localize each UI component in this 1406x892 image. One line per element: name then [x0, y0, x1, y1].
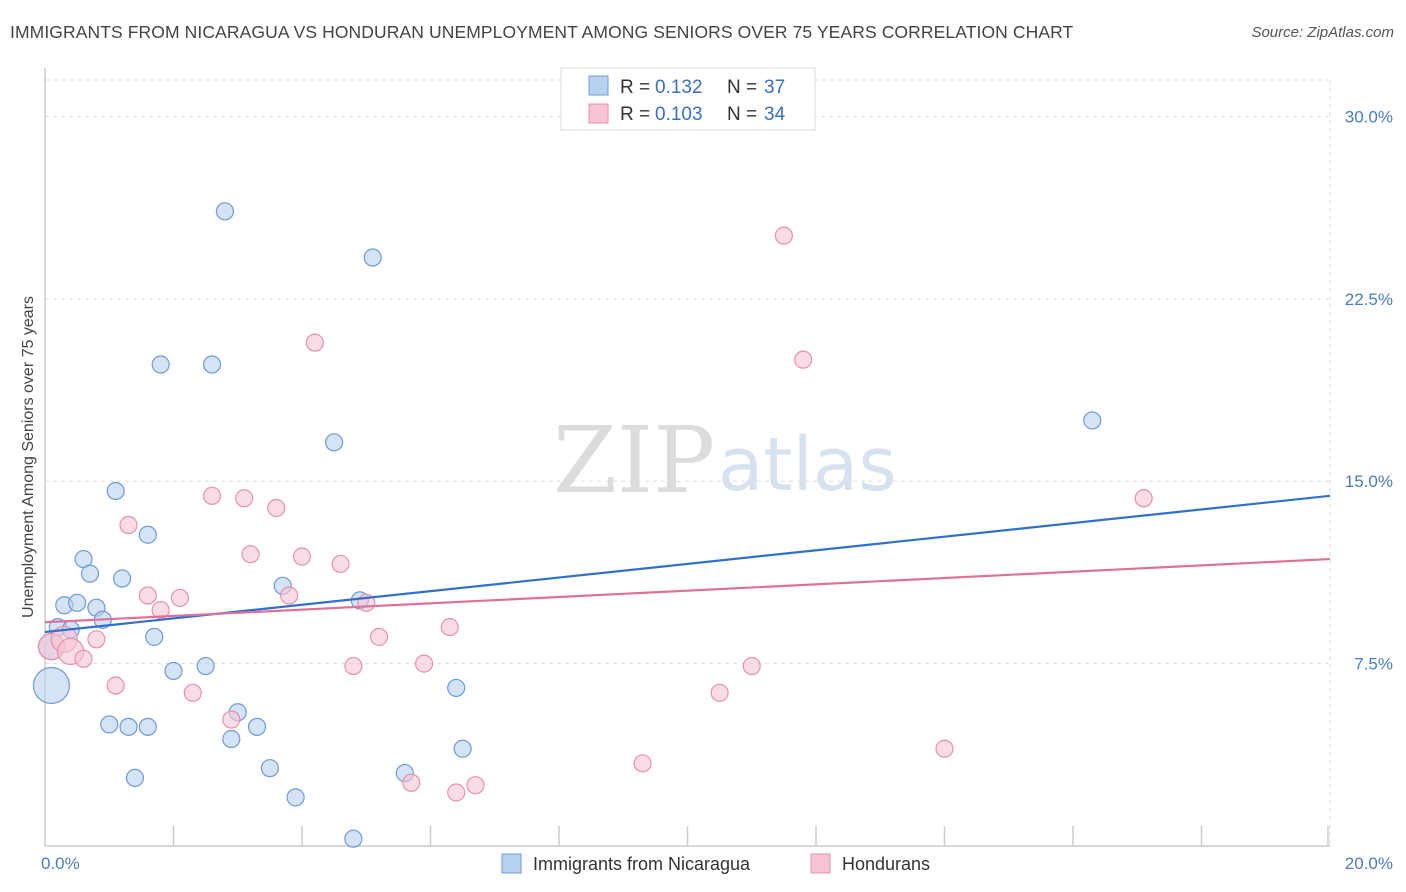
honduran-point-5: [106, 676, 125, 695]
y-tick-label-2: 22.5%: [1345, 290, 1393, 309]
nicaragua-point-36: [1083, 411, 1102, 430]
honduran-point-29: [710, 683, 729, 702]
honduran-point-22: [370, 627, 389, 646]
honduran-point-6: [119, 515, 138, 535]
honduran-point-32: [794, 350, 813, 369]
bottom-legend: Immigrants from Nicaragua Hondurans: [501, 853, 930, 874]
nicaragua-point-11: [112, 569, 132, 588]
honduran-point-7: [138, 586, 157, 605]
nicaragua-trend-line: [44, 494, 1331, 634]
legend-r-label-blue: R =: [620, 77, 650, 98]
honduran-point-26: [447, 783, 466, 802]
nicaragua-point-35: [453, 739, 472, 758]
legend-swatch-blue: [588, 75, 609, 96]
honduran-point-34: [1134, 489, 1153, 508]
honduran-point-27: [466, 776, 485, 795]
nicaragua-point-22: [215, 202, 234, 221]
x-tick-labels: 0.0% 20.0%: [41, 854, 1393, 873]
honduran-point-11: [202, 486, 222, 505]
nicaragua-point-7: [80, 564, 100, 583]
honduran-point-15: [267, 498, 286, 518]
nicaragua-point-23: [222, 729, 241, 749]
nicaragua-point-29: [325, 433, 344, 452]
honduran-point-31: [774, 226, 793, 245]
honduran-point-18: [305, 333, 324, 352]
nicaragua-point-32: [363, 248, 382, 267]
legend-n-value-blue: 37: [764, 77, 785, 98]
source-credit: Source: ZipAtlas.com: [1251, 24, 1394, 41]
y-axis-label: Unemployment Among Seniors over 75 years: [20, 296, 37, 618]
legend-n-value-pink: 34: [764, 104, 786, 125]
bottom-legend-swatch-blue: [501, 853, 522, 874]
honduran-point-16: [280, 586, 299, 605]
nicaragua-point-20: [196, 656, 215, 676]
honduran-point-17: [292, 547, 312, 566]
honduran-point-12: [222, 710, 241, 729]
y-tick-label-1: 15.0%: [1345, 472, 1393, 491]
honduran-trend-line: [44, 557, 1331, 624]
legend-swatch-pink: [588, 103, 609, 124]
honduran-point-13: [235, 489, 254, 508]
honduran-point-20: [344, 656, 363, 676]
watermark-zip: ZIP: [553, 407, 715, 514]
honduran-point-30: [742, 656, 761, 676]
honduran-point-10: [183, 683, 202, 702]
legend-n-label-blue: N =: [727, 77, 757, 98]
nicaragua-point-21: [202, 355, 222, 374]
y-tick-label-3: 30.0%: [1345, 107, 1393, 126]
watermark-atlas: atlas: [718, 422, 897, 508]
nicaragua-point-34: [447, 678, 466, 698]
nicaragua-point-26: [260, 759, 279, 778]
legend-r-value-blue: 0.132: [655, 77, 703, 98]
nicaragua-point-30: [344, 829, 363, 848]
nicaragua-point-28: [286, 788, 305, 807]
axes: [44, 68, 1330, 847]
nicaragua-point-14: [125, 768, 145, 788]
honduran-point-3: [74, 649, 93, 668]
bottom-legend-label-nicaragua: Immigrants from Nicaragua: [533, 854, 751, 874]
legend: R = 0.132 N = 37 R = 0.103 N = 34: [560, 67, 816, 131]
legend-r-label-pink: R =: [620, 104, 650, 125]
chart-title: IMMIGRANTS FROM NICARAGUA VS HONDURAN UN…: [10, 22, 1074, 42]
honduran-point-24: [414, 654, 434, 673]
nicaragua-point-13: [119, 717, 138, 736]
legend-r-value-pink: 0.103: [655, 104, 703, 125]
y-tick-labels: 7.5% 15.0% 22.5% 30.0%: [1345, 107, 1393, 673]
nicaragua-point-12: [106, 481, 125, 501]
honduran-point-19: [331, 554, 350, 574]
bottom-legend-label-hondurans: Hondurans: [842, 854, 930, 874]
data-points: [32, 202, 1153, 848]
nicaragua-point-0: [32, 666, 71, 705]
x-tick-label-0: 0.0%: [41, 854, 80, 873]
honduran-point-8: [151, 601, 170, 620]
honduran-point-33: [935, 739, 954, 758]
bottom-legend-swatch-pink: [810, 853, 831, 874]
honduran-point-23: [402, 773, 421, 792]
nicaragua-point-15: [138, 717, 157, 736]
trend-lines: [44, 494, 1331, 634]
nicaragua-point-17: [145, 627, 164, 646]
nicaragua-point-16: [138, 525, 157, 544]
honduran-point-25: [440, 618, 459, 637]
nicaragua-point-10: [100, 715, 119, 734]
nicaragua-point-25: [247, 717, 267, 736]
honduran-point-4: [87, 630, 106, 649]
legend-n-label-pink: N =: [727, 104, 757, 125]
honduran-point-9: [170, 588, 190, 608]
nicaragua-point-18: [151, 355, 170, 374]
watermark: ZIP atlas: [553, 407, 897, 514]
nicaragua-point-19: [164, 661, 183, 681]
honduran-point-14: [241, 545, 260, 564]
nicaragua-point-5: [68, 593, 87, 612]
honduran-point-28: [633, 754, 652, 773]
x-tick-label-1: 20.0%: [1345, 854, 1393, 873]
y-tick-label-0: 7.5%: [1354, 655, 1393, 674]
